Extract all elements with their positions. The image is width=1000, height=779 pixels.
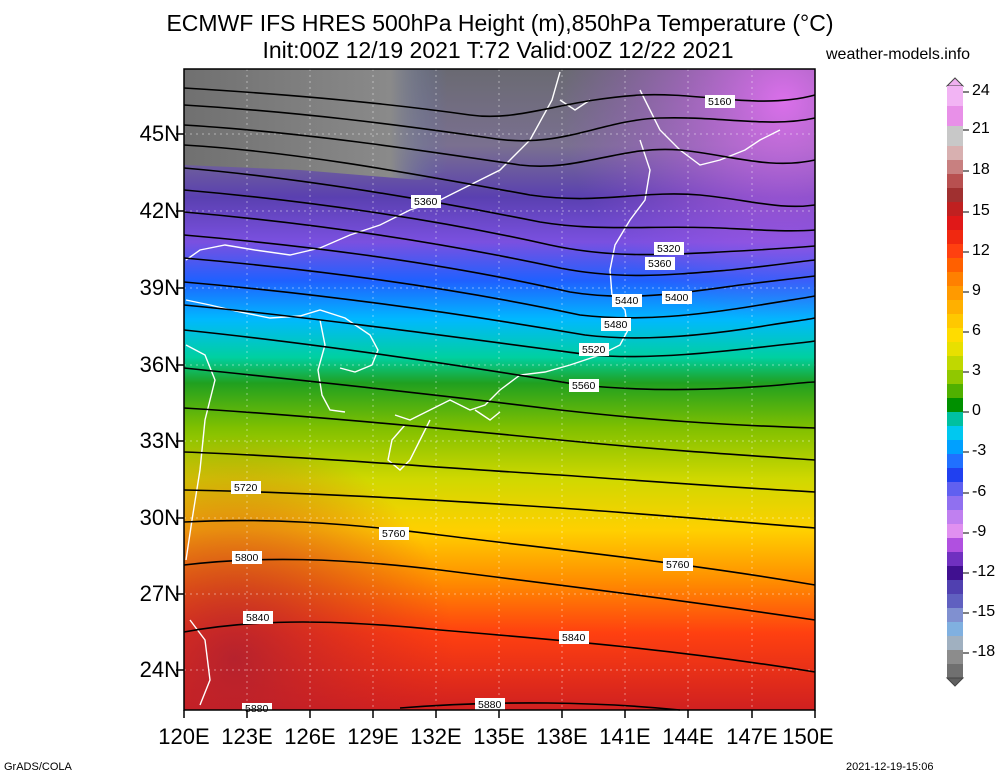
lat-label: 36N [139, 352, 180, 377]
colorbar-label: 24 [972, 82, 990, 99]
chart-subtitle: Init:00Z 12/19 2021 T:72 Valid:00Z 12/22… [262, 37, 734, 63]
contour-label: 5360 [648, 258, 672, 270]
contour-label: 5840 [246, 612, 270, 624]
graticule [184, 69, 815, 710]
lon-label: 123E [221, 724, 273, 749]
colorbar-label: -15 [972, 603, 996, 620]
contour-label: 5880 [478, 699, 502, 711]
contour-label: 5320 [657, 243, 681, 255]
contour-label: 5800 [235, 552, 259, 564]
contour-label: 5560 [572, 380, 596, 392]
colorbar-label: -6 [972, 483, 987, 500]
colorbar-label: 12 [972, 242, 990, 259]
contour-label: 5840 [562, 632, 586, 644]
generated-timestamp: 2021-12-19-15:06 [846, 761, 934, 773]
lon-label: 138E [536, 724, 588, 749]
colorbar-label: 0 [972, 402, 981, 419]
lon-label: 150E [782, 724, 834, 749]
contour-label: 5880 [245, 703, 269, 715]
lon-label: 120E [158, 724, 210, 749]
contour-label: 5440 [615, 295, 639, 307]
lon-label: 129E [347, 724, 399, 749]
contour-labels: 5160 5360 5320 5360 5400 5440 5480 5520 … [231, 95, 735, 715]
lat-label: 45N [139, 121, 180, 146]
lon-label: 126E [284, 724, 336, 749]
colorbar-top-arrow [945, 77, 965, 87]
lat-label: 24N [139, 657, 180, 682]
lon-label: 141E [599, 724, 651, 749]
colorbar-label: 6 [972, 322, 981, 339]
lat-label: 27N [139, 581, 180, 606]
colorbar-label: -18 [972, 643, 996, 660]
colorbar-label: -12 [972, 563, 996, 580]
colorbar-label: 9 [972, 282, 981, 299]
contour-label: 5720 [234, 482, 258, 494]
colorbar-label: -9 [972, 523, 987, 540]
colorbar-label: 18 [972, 161, 990, 178]
lat-label: 33N [139, 428, 180, 453]
contour-label: 5760 [382, 528, 406, 540]
lon-label: 144E [662, 724, 714, 749]
lon-label: 135E [473, 724, 525, 749]
contour-label: 5760 [666, 559, 690, 571]
colorbar-bottom-arrow [945, 677, 965, 687]
software-credit: GrADS/COLA [4, 761, 72, 773]
lat-label: 42N [139, 198, 180, 223]
lat-label: 30N [139, 505, 180, 530]
contour-label: 5480 [604, 319, 628, 331]
site-credit: weather-models.info [826, 46, 971, 63]
contour-label: 5160 [708, 96, 732, 108]
lon-label: 132E [410, 724, 462, 749]
axis-ticks [176, 133, 816, 718]
chart-title: ECMWF IFS HRES 500hPa Height (m),850hPa … [166, 10, 834, 36]
contour-label: 5400 [665, 292, 689, 304]
contour-label: 5360 [414, 196, 438, 208]
colorbar-label: 15 [972, 202, 990, 219]
colorbar [945, 77, 969, 687]
colorbar-label: 21 [972, 120, 990, 137]
contour-label: 5520 [582, 344, 606, 356]
lat-label: 39N [139, 275, 180, 300]
lon-label: 147E [726, 724, 778, 749]
colorbar-label: -3 [972, 442, 987, 459]
colorbar-label: 3 [972, 362, 981, 379]
